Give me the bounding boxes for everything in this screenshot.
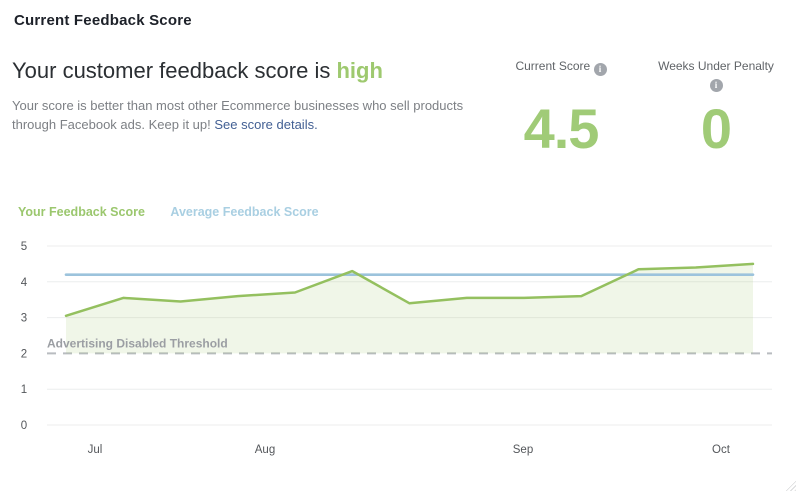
weeks-penalty-info-row: i [642, 74, 790, 92]
score-level-highlight: high [336, 58, 383, 83]
page-title: Current Feedback Score [14, 12, 192, 29]
svg-text:0: 0 [21, 420, 27, 432]
current-score-stat: Current Score i 4.5 [486, 58, 636, 173]
line-chart: 0 1 2 3 4 5 Jul Aug Sep Oct Advertising Disabled T… [21, 241, 772, 456]
weeks-penalty-label: Weeks Under Penalty [658, 59, 774, 73]
legend-average-feedback-score[interactable]: Average Feedback Score [170, 205, 319, 219]
current-score-label: Current Score [515, 59, 591, 73]
svg-text:Sep: Sep [513, 444, 533, 456]
svg-text:4: 4 [21, 277, 28, 289]
svg-text:Oct: Oct [712, 444, 731, 456]
heading-text: Your customer feedback score is [12, 58, 337, 83]
svg-text:1: 1 [21, 384, 27, 396]
info-icon[interactable]: i [709, 79, 723, 92]
svg-text:3: 3 [21, 313, 27, 325]
feedback-score-chart: 0 1 2 3 4 5 Jul Aug Sep Oct Advertising Disabled T… [0, 233, 797, 478]
info-icon[interactable]: i [593, 63, 607, 76]
svg-text:Aug: Aug [255, 444, 275, 456]
current-score-value: 4.5 [523, 97, 600, 160]
legend-your-feedback-score[interactable]: Your Feedback Score [18, 205, 145, 219]
score-description-text: Your score is better than most other Eco… [12, 98, 464, 132]
see-score-details-link[interactable]: See score details. [214, 117, 318, 132]
weeks-under-penalty-stat: Weeks Under Penalty i 0 [642, 58, 790, 173]
svg-text:Jul: Jul [88, 444, 103, 456]
svg-text:5: 5 [21, 241, 27, 253]
resize-handle-icon[interactable] [783, 478, 796, 491]
chart-legend: Your Feedback Score Average Feedback Sco… [18, 205, 319, 219]
feedback-score-heading: Your customer feedback score is high [12, 58, 383, 84]
weeks-penalty-value: 0 [700, 97, 732, 160]
score-description: Your score is better than most other Eco… [12, 96, 482, 134]
svg-text:Advertising Disabled Threshold: Advertising Disabled Threshold [47, 336, 228, 350]
current-score-label-row: Current Score i [486, 58, 636, 76]
svg-text:2: 2 [21, 348, 27, 360]
